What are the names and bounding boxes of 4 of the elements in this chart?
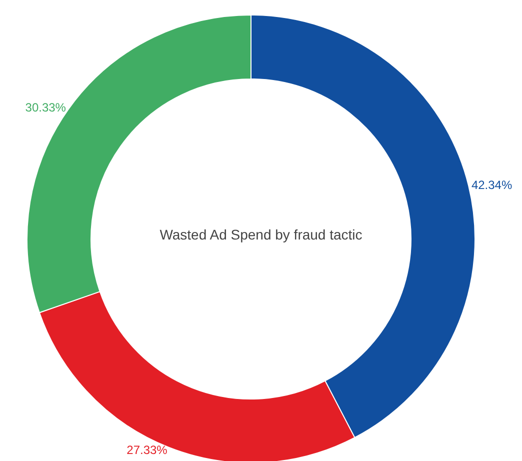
data-label: 27.33% [126,443,168,458]
text: Wasted Ad Spend by fraud tactic [160,226,362,242]
data-label: 30.33% [25,100,66,114]
data-label: 42.34% [471,178,512,192]
